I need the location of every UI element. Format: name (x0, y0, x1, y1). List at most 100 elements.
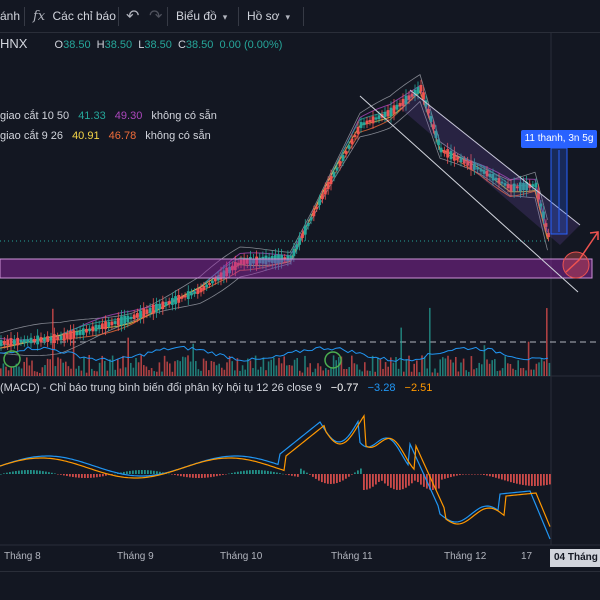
volume-bar (379, 358, 382, 376)
range-measure-badge: 11 thanh, 3n 5g (521, 130, 597, 148)
low-label: L (138, 39, 145, 51)
candle-body (472, 163, 476, 170)
volume-bar (179, 361, 181, 376)
volume-bar (288, 364, 291, 376)
volume-bar (5, 366, 7, 376)
candle-body (389, 107, 393, 117)
candle-body (180, 296, 184, 299)
ma-cross-10-50-legend[interactable]: giao cắt 10 50 41.33 49.30 không có sẵn (0, 110, 217, 126)
volume-bar (26, 357, 28, 376)
macd-legend[interactable]: (MACD) - Chỉ báo trung bình biến đổi phâ… (0, 382, 432, 394)
macd-histogram-bar (51, 472, 53, 474)
macd-histogram-bar (171, 474, 173, 475)
volume-bar (538, 362, 540, 376)
volume-bar (488, 363, 491, 376)
indicator-value-2: 49.30 (114, 110, 143, 122)
volume-bar (296, 358, 298, 376)
candle-body (236, 262, 240, 266)
volume-bar (156, 371, 158, 376)
volume-bar (10, 367, 12, 376)
macd-histogram-bar (84, 474, 86, 478)
macd-histogram-bar (342, 474, 344, 481)
volume-bar (267, 361, 270, 376)
candle-body (374, 117, 378, 120)
volume-bar (351, 355, 353, 376)
macd-histogram-bar (324, 474, 326, 484)
volume-bar (44, 365, 46, 376)
chart-type-dropdown[interactable]: Biểu đồ ▾ (176, 9, 228, 23)
macd-histogram-bar (111, 474, 113, 475)
volume-bar (470, 356, 473, 376)
volume-bar (455, 356, 457, 376)
candle-body (416, 86, 420, 94)
volume-bar (423, 356, 426, 376)
redo-icon[interactable]: ↷ (149, 8, 163, 25)
volume-bar (260, 366, 262, 376)
volume-bar (106, 370, 109, 376)
volume-bar (491, 360, 493, 376)
volume-bar (533, 369, 535, 376)
candle-body (429, 116, 433, 122)
macd-histogram-bar (54, 473, 56, 474)
macd-histogram-bar (372, 474, 374, 487)
volume-bar (431, 372, 434, 376)
candle-body (398, 103, 402, 107)
ma-cross-9-26-legend[interactable]: giao cắt 9 26 40.91 46.78 không có sẵn (0, 130, 211, 146)
candle-body (196, 288, 200, 294)
undo-icon[interactable]: ↶ (126, 8, 140, 25)
candle-body (476, 167, 480, 170)
macd-histogram-value: −0.77 (330, 382, 359, 394)
macd-histogram-bar (156, 471, 158, 474)
moving-average-line (0, 89, 548, 349)
macd-histogram-bar (390, 474, 392, 488)
volume-bar (171, 371, 174, 376)
profile-dropdown[interactable]: Hồ sơ ▾ (247, 9, 291, 23)
indicators-label: Các chỉ báo (52, 9, 116, 23)
macd-histogram-bar (39, 470, 41, 474)
macd-histogram-bar (72, 474, 74, 478)
candle-body (383, 111, 387, 118)
volume-bar (221, 367, 223, 376)
volume-bar (169, 363, 171, 376)
candle-body (377, 115, 381, 120)
macd-histogram-bar (315, 474, 317, 479)
candle-body (116, 317, 120, 326)
volume-bar (52, 308, 54, 376)
volume-bar (278, 357, 280, 376)
macd-histogram-bar (147, 470, 149, 474)
volume-bar (486, 359, 488, 376)
price-chart[interactable] (0, 33, 600, 571)
macd-histogram-bar (93, 474, 95, 478)
volume-bar (413, 363, 415, 376)
candle-body (323, 187, 327, 195)
volume-bar (543, 361, 545, 376)
volume-bar (418, 372, 421, 376)
volume-bar (460, 362, 462, 376)
candle-body (65, 333, 69, 339)
macd-histogram-bar (420, 474, 422, 485)
candle-body (100, 323, 104, 329)
macd-histogram-bar (471, 474, 473, 475)
volume-bar (104, 361, 106, 376)
candle-body (6, 339, 10, 346)
macd-histogram-bar (126, 471, 128, 474)
volume-bar (166, 361, 168, 376)
macd-histogram-bar (36, 470, 38, 474)
volume-bar (72, 336, 75, 376)
volume-bar (49, 359, 51, 376)
macd-histogram-bar (381, 474, 383, 481)
indicators-button[interactable]: fx Các chỉ báo (33, 0, 116, 33)
volume-bar (465, 370, 467, 376)
volume-bar (145, 366, 148, 376)
volume-bar (364, 362, 366, 376)
macd-histogram-bar (243, 470, 245, 474)
layout-menu-partial[interactable]: ánh (0, 9, 21, 23)
volume-bar (314, 368, 317, 376)
candle-body (547, 232, 550, 238)
low-value: 38.50 (144, 39, 172, 51)
candle-body (167, 301, 171, 305)
candle-body (12, 339, 16, 345)
close-value: 38.50 (185, 39, 214, 51)
volume-bar (504, 356, 506, 376)
macd-histogram-bar (264, 470, 266, 474)
